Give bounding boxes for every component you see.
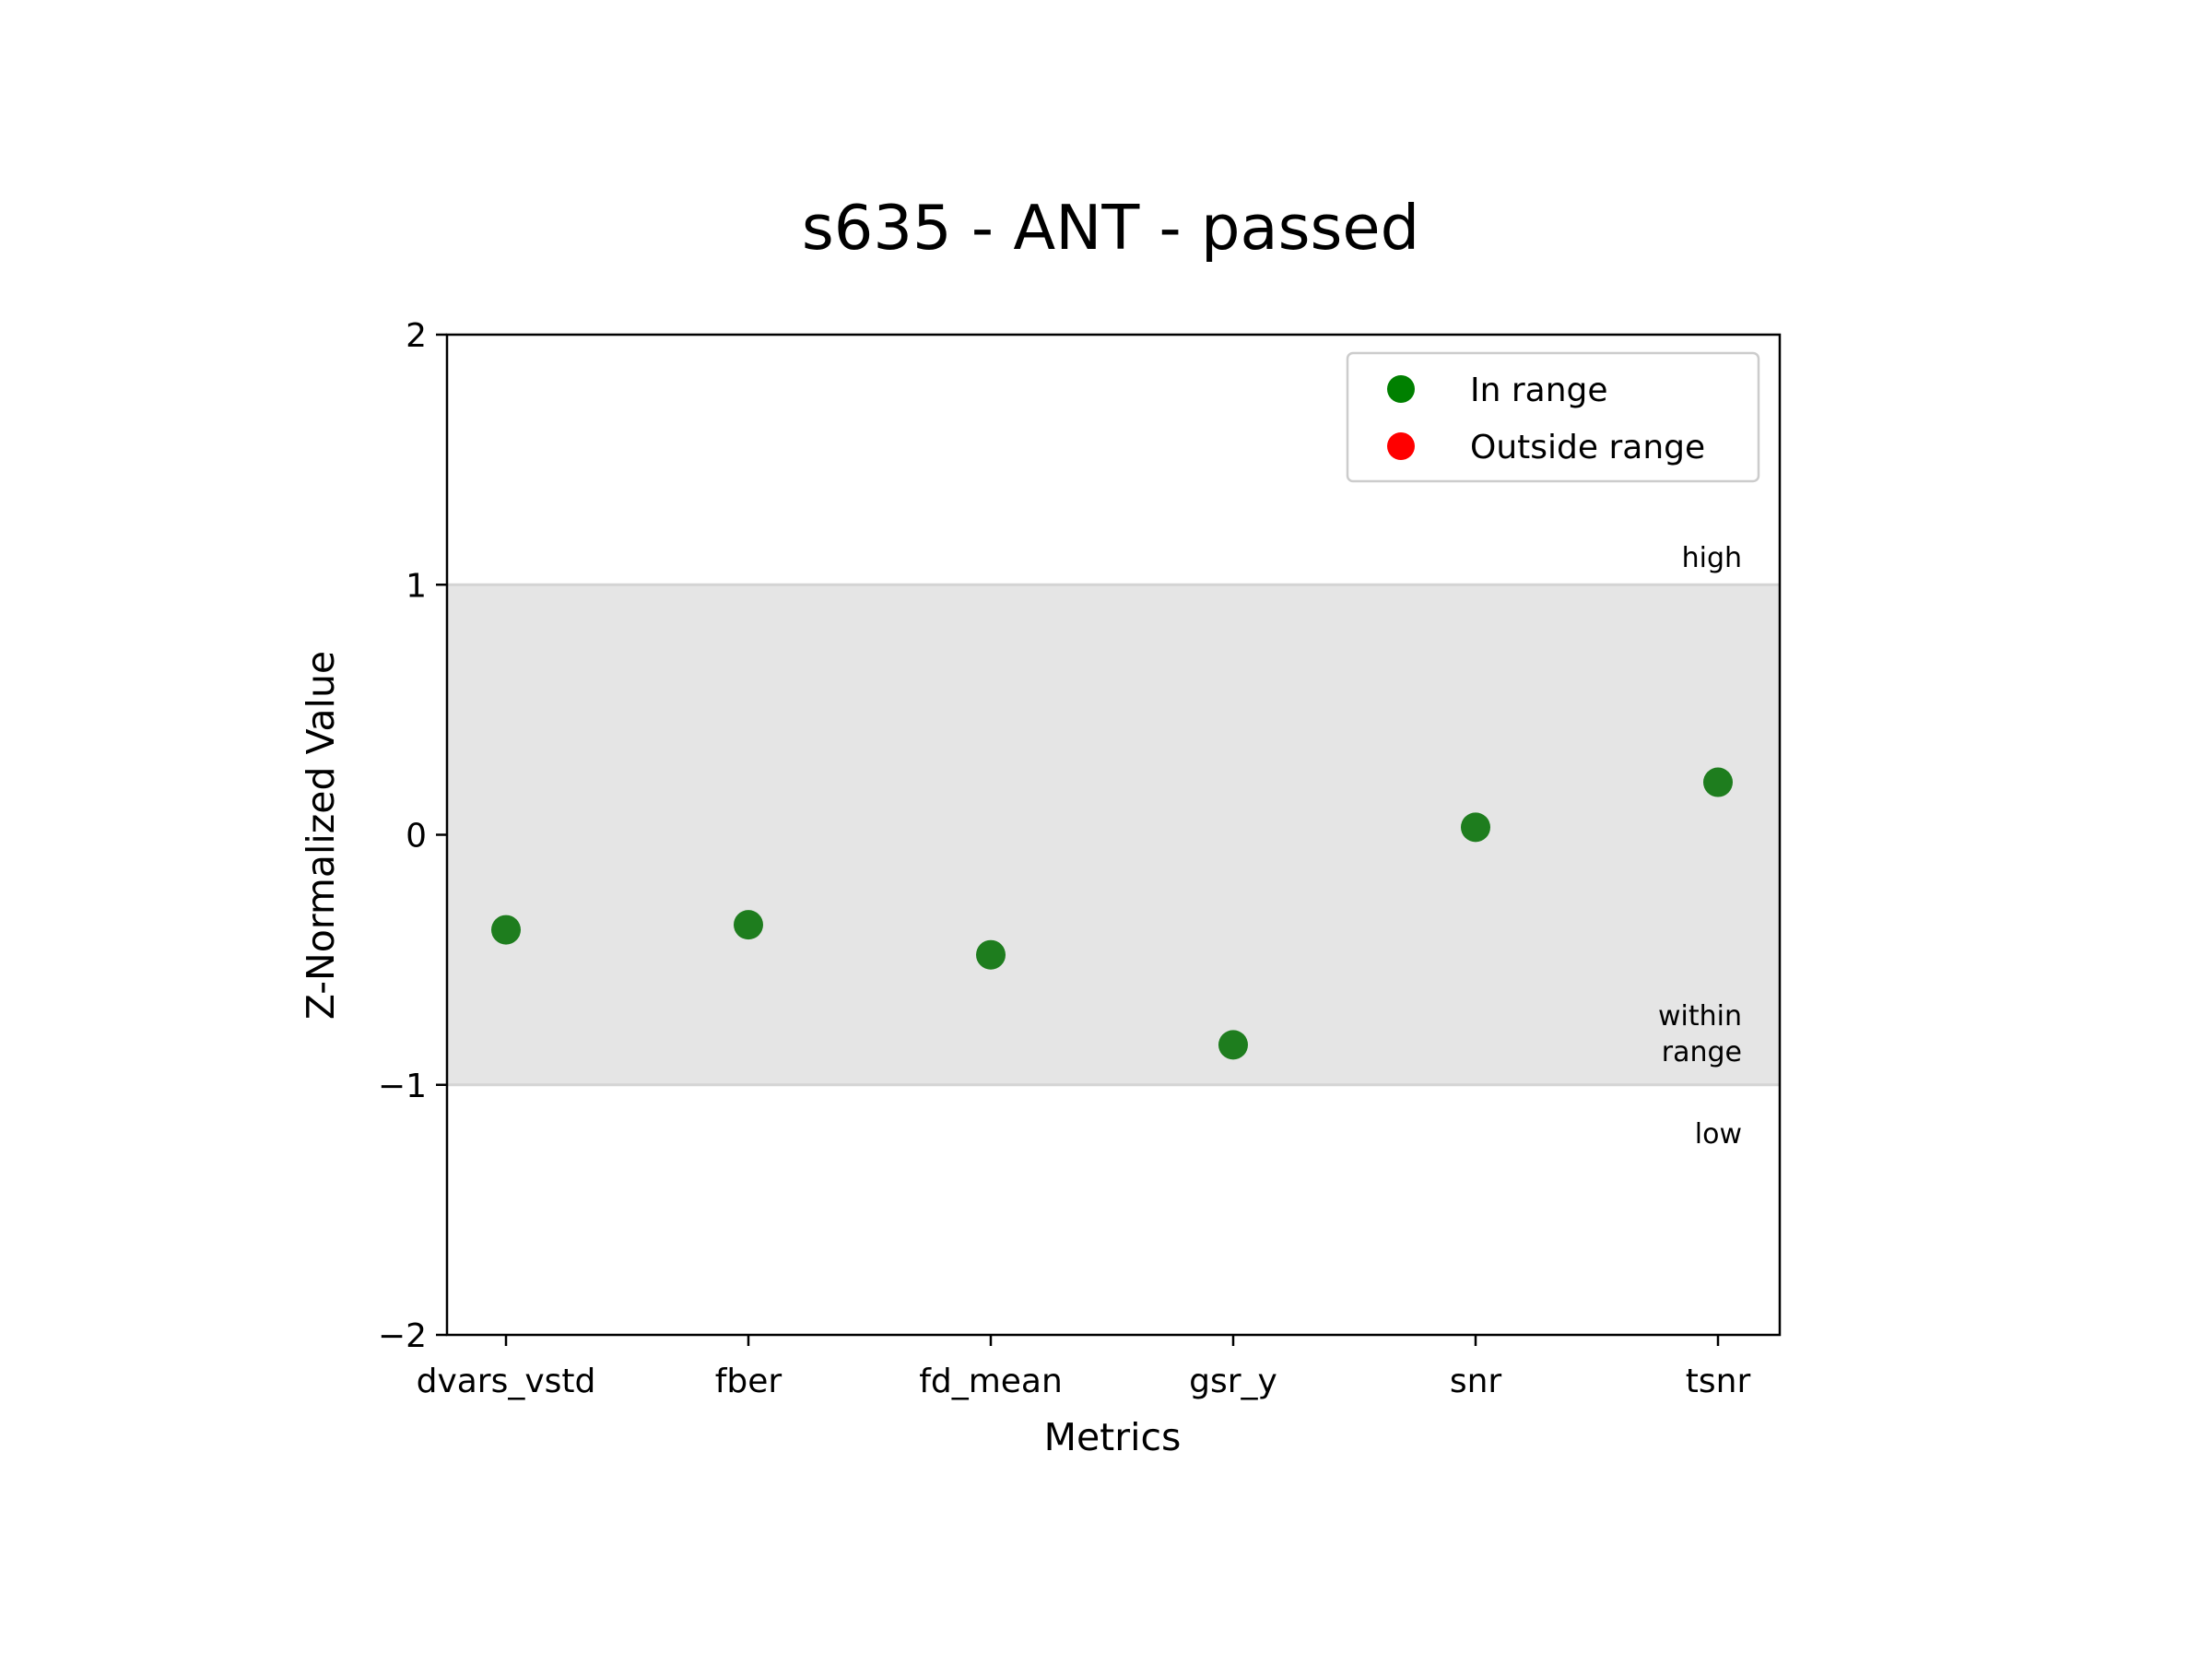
x-tick-label: tsnr — [1686, 1363, 1751, 1400]
y-tick-label: 1 — [406, 567, 427, 605]
legend-box — [1346, 351, 1760, 483]
legend: In range Outside range — [1346, 351, 1760, 483]
band-label-high: high — [1682, 542, 1742, 574]
band-label-range: range — [1662, 1036, 1742, 1068]
y-tick-label: −2 — [378, 1317, 427, 1355]
y-tick-label: 0 — [406, 818, 427, 856]
data-point-snr — [1461, 812, 1490, 843]
range-band — [447, 584, 1780, 1085]
x-tick-label: fd_mean — [919, 1363, 1063, 1400]
y-axis-label: Z-Normalized Value — [299, 651, 343, 1020]
chart-title: s635 - ANT - passed — [802, 192, 1419, 264]
data-point-fber — [734, 910, 763, 940]
data-point-fd_mean — [976, 939, 1006, 970]
data-point-tsnr — [1703, 767, 1733, 797]
data-point-gsr_y — [1218, 1030, 1248, 1060]
legend-marker — [1387, 375, 1415, 403]
legend-label: Outside range — [1470, 429, 1705, 466]
points-layer — [491, 767, 1733, 1060]
band-label-low: low — [1695, 1118, 1742, 1151]
y-tick-label: −1 — [378, 1068, 427, 1105]
x-tick-label: fber — [715, 1363, 782, 1400]
y-tick-label: 2 — [406, 317, 427, 355]
legend-label: In range — [1470, 372, 1608, 409]
band-label-within: within — [1658, 1000, 1742, 1033]
x-axis-label: Metrics — [1044, 1415, 1182, 1459]
x-tick-label: gsr_y — [1189, 1363, 1277, 1400]
x-tick-label: dvars_vstd — [417, 1363, 596, 1400]
legend-marker — [1387, 432, 1415, 460]
x-tick-label: snr — [1450, 1363, 1502, 1400]
axes-layer: 2 1 0 −1 −2 dvars_vstd fber fd_mean gsr_y snr tsnr — [378, 317, 1782, 1400]
data-point-dvars_vstd — [491, 915, 521, 945]
